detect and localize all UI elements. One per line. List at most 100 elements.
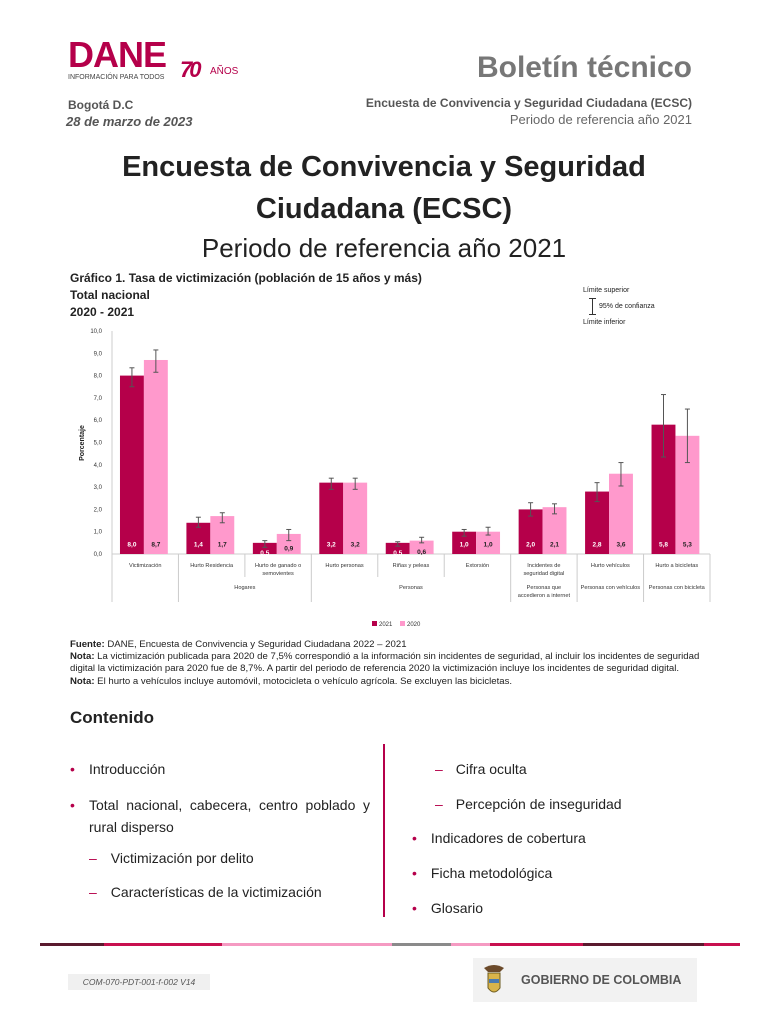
y-tick-label: 7,0 [94, 396, 103, 402]
survey-name: Encuesta de Convivencia y Seguridad Ciud… [365, 96, 692, 110]
bar-2021 [119, 375, 144, 554]
data-label: 0,5 [393, 550, 402, 557]
bar-2020 [210, 516, 235, 554]
dash-icon: – [89, 884, 97, 900]
y-tick-label: 4,0 [94, 463, 103, 469]
page-subtitle: Periodo de referencia año 2021 [201, 233, 567, 263]
data-label: 0,6 [417, 549, 426, 556]
group-label: Personas que [527, 585, 562, 591]
toc-item-caracteristicas[interactable]: – Características de la victimización [89, 884, 322, 900]
bar-2020 [476, 531, 501, 554]
colombia-coat-of-arms-icon [484, 965, 504, 993]
bullet-icon: • [70, 797, 75, 813]
toc-item-victimizacion-delito[interactable]: – Victimización por delito [89, 850, 254, 866]
group-label: Hogares [234, 585, 255, 591]
page-title: Encuesta de Convivencia y Seguridad Ciud… [0, 146, 768, 230]
toc-item-glosario[interactable]: • Glosario [412, 900, 484, 916]
bullet-icon: • [70, 761, 75, 777]
group-label: Personas [399, 585, 423, 591]
ci-label: 95% de confianza [599, 303, 655, 310]
bar-2021 [518, 509, 543, 554]
stripe-segment [40, 943, 104, 946]
legend-label: 2020 [407, 622, 421, 628]
ci-legend-cap-top [589, 298, 596, 299]
bar-2021 [385, 542, 410, 554]
data-label: 1,0 [484, 542, 493, 549]
data-label: 0,5 [260, 550, 269, 557]
bar-2021 [252, 542, 277, 554]
data-label: 8,7 [151, 542, 160, 549]
legend-swatch-2021 [372, 621, 377, 626]
dash-icon: – [89, 850, 97, 866]
bullet-icon: • [412, 865, 417, 881]
data-label: 3,2 [327, 542, 336, 549]
data-label: 8,0 [127, 542, 136, 549]
toc-item-indicadores[interactable]: • Indicadores de cobertura [412, 830, 586, 846]
y-tick-label: 5,0 [94, 441, 103, 447]
bullet-icon: • [412, 830, 417, 846]
chart-scope: Total nacional [70, 288, 150, 302]
category-label: Hurto a bicicletas [655, 563, 698, 569]
category-label: Extorsión [466, 563, 489, 569]
anniversary-anos: AÑOS [210, 66, 239, 77]
y-axis-label: Porcentaje [79, 425, 86, 461]
chart-heading: Gráfico 1. Tasa de victimización (poblac… [70, 270, 422, 321]
legend-swatch-2020 [400, 621, 405, 626]
toc-item-percepcion[interactable]: – Percepción de inseguridad [435, 796, 622, 812]
dash-icon: – [435, 761, 443, 777]
stripe-segment [451, 943, 490, 946]
doc-type: Boletín técnico [476, 51, 692, 84]
gov-text: GOBIERNO DE COLOMBIA [521, 973, 682, 987]
dane-logo: DANE [68, 34, 167, 75]
bar-2020 [409, 540, 434, 554]
y-tick-label: 1,0 [94, 530, 103, 536]
toc-item-total-nacional[interactable]: • Total nacional, cabecera, centro poblad… [70, 794, 370, 838]
stripe-segment [222, 943, 392, 946]
stripe-segment [392, 943, 451, 946]
bullet-icon: • [412, 900, 417, 916]
data-label: 3,6 [616, 542, 625, 549]
category-label: seguridad digital [524, 571, 565, 577]
category-label: Hurto vehículos [591, 563, 630, 569]
document-code: COM-070-PDT-001-f-002 V14 [68, 974, 210, 990]
data-label: 1,7 [218, 542, 227, 549]
category-label: semovientes [262, 571, 294, 577]
data-label: 2,0 [526, 542, 535, 549]
reference-period: Periodo de referencia año 2021 [509, 112, 692, 127]
y-tick-label: 3,0 [94, 485, 103, 491]
anniversary-logo: 70 [180, 57, 202, 82]
gov-badge [473, 958, 697, 1002]
stripe-segment [490, 943, 583, 946]
category-label: Hurto Residencia [190, 563, 234, 569]
stripe-segment [583, 943, 704, 946]
category-label: Hurto de ganado o [255, 563, 301, 569]
bar-2020 [609, 473, 633, 554]
data-label: 1,0 [460, 542, 469, 549]
data-label: 2,8 [593, 542, 602, 549]
title-line-1: Encuesta de Convivencia y Seguridad [122, 151, 646, 183]
y-tick-label: 9,0 [94, 351, 103, 357]
toc-item-ficha[interactable]: • Ficha metodológica [412, 865, 553, 881]
dane-tagline: INFORMACIÓN PARA TODOS [68, 74, 165, 81]
bar-2020 [675, 435, 700, 554]
column-divider [383, 744, 385, 917]
bar-2020 [542, 507, 567, 554]
city: Bogotá D.C [68, 98, 134, 112]
footer-stripe [40, 943, 740, 946]
data-label: 1,4 [194, 542, 203, 549]
toc-item-cifra-oculta[interactable]: – Cifra oculta [435, 761, 527, 777]
data-label: 0,9 [284, 546, 293, 553]
y-tick-label: 0,0 [94, 552, 103, 558]
data-label: 3,2 [351, 542, 360, 549]
group-label: Personas con bicicleta [649, 585, 706, 591]
ci-upper-label: Límite superior [583, 287, 630, 294]
category-label: Victimización [129, 563, 162, 569]
data-label: 5,3 [683, 542, 692, 549]
bar-2021 [585, 491, 610, 554]
stripe-segment [104, 943, 222, 946]
y-tick-label: 8,0 [94, 374, 103, 380]
ci-legend-bar-icon [592, 298, 593, 315]
note-1: Nota: La victimización publicada para 20… [70, 651, 700, 675]
chart-years: 2020 - 2021 [70, 305, 135, 319]
group-label: accedieron a internet [518, 593, 571, 599]
